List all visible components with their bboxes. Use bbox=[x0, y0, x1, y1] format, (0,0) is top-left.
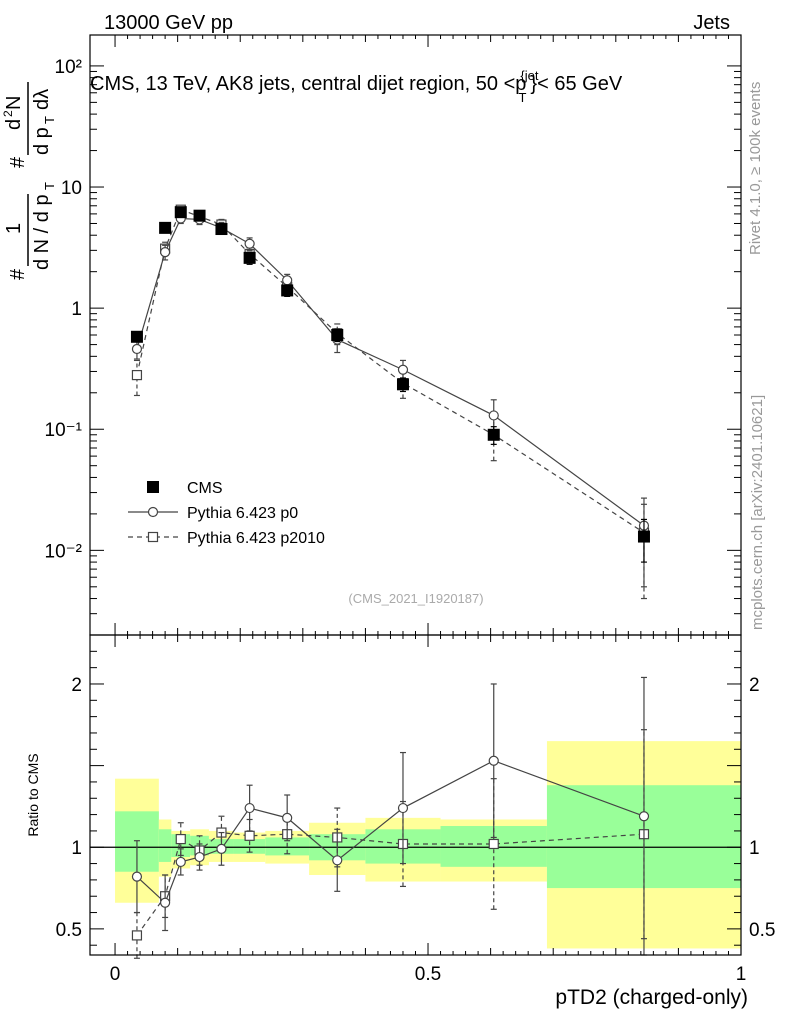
y-tick-label: 10⁻² bbox=[45, 541, 83, 562]
plot-title: CMS, 13 TeV, AK8 jets, central dijet reg… bbox=[90, 68, 623, 105]
x-tick-label: 0 bbox=[110, 964, 121, 985]
ratio-panel bbox=[131, 676, 650, 959]
ratio-y-tick-label: 2 bbox=[71, 675, 82, 696]
ratio-point-pythia-6-423-p2010 bbox=[244, 830, 255, 841]
main-point-pythia-6-423-p0 bbox=[397, 364, 409, 375]
main-point-cms bbox=[159, 221, 172, 234]
main-point-pythia-6-423-p0 bbox=[282, 275, 293, 286]
svg-text:d N / d p: d N / d p bbox=[31, 194, 53, 270]
x-tick-label: 1 bbox=[736, 964, 747, 985]
main-point-cms bbox=[130, 330, 143, 343]
ratio-line-pythia-6-423-p2010 bbox=[136, 831, 645, 936]
ratio-point-pythia-6-423-p0 bbox=[175, 856, 186, 868]
ratio-y-tick-label-right: 2 bbox=[749, 675, 760, 696]
svg-text:N: N bbox=[3, 96, 25, 110]
ratio-point-pythia-6-423-p0 bbox=[216, 843, 227, 854]
ratio-point-pythia-6-423-p2010 bbox=[131, 930, 143, 941]
ratio-y-tick-label-right: 0.5 bbox=[749, 920, 775, 941]
ratio-band-green bbox=[158, 829, 172, 862]
svg-text:dλ: dλ bbox=[31, 89, 53, 110]
ratio-point-pythia-6-423-p0 bbox=[332, 855, 343, 866]
svg-text:d p: d p bbox=[31, 127, 53, 155]
main-point-pythia-6-423-p0 bbox=[244, 238, 255, 249]
ratio-point-pythia-6-423-p0 bbox=[160, 897, 171, 908]
ratio-point-pythia-6-423-p0 bbox=[488, 755, 499, 766]
ratio-band-green bbox=[233, 839, 266, 854]
header-left: 13000 GeV pp bbox=[104, 12, 233, 34]
svg-text:2: 2 bbox=[1, 110, 15, 117]
rivet-label: Rivet 4.1.0, ≥ 100k events bbox=[747, 82, 764, 255]
ratio-y-tick-label-right: 1 bbox=[749, 838, 760, 859]
legend-marker bbox=[147, 506, 159, 518]
main-point-pythia-6-423-p0 bbox=[488, 410, 499, 421]
x-axis-label: pTD2 (charged-only) bbox=[555, 986, 748, 1009]
main-point-cms bbox=[215, 223, 228, 236]
y-tick-label: 10 bbox=[61, 178, 82, 199]
y-tick-label: 10² bbox=[55, 57, 82, 78]
main-point-cms bbox=[193, 209, 206, 222]
ratio-point-pythia-6-423-p0 bbox=[638, 811, 650, 822]
header-right: Jets bbox=[693, 12, 730, 34]
y-tick-label: 1 bbox=[71, 299, 82, 320]
legend-label: CMS bbox=[187, 480, 223, 497]
main-point-cms bbox=[396, 378, 409, 391]
main-point-cms bbox=[281, 284, 294, 297]
main-ylabel: # 1 d N / d p T # d 2 N d p T dλ bbox=[1, 82, 57, 280]
legend-label: Pythia 6.423 p0 bbox=[187, 505, 298, 522]
ratio-point-pythia-6-423-p0 bbox=[244, 802, 255, 814]
svg-text:#: # bbox=[7, 268, 29, 280]
y-tick-label: 10⁻¹ bbox=[45, 420, 83, 441]
ratio-ylabel: Ratio to CMS bbox=[25, 753, 41, 836]
mcplots-label: mcplots.cern.ch [arXiv:2401.10621] bbox=[749, 395, 766, 630]
svg-text:T: T bbox=[42, 182, 57, 190]
ratio-point-pythia-6-423-p2010 bbox=[175, 833, 186, 845]
ratio-point-pythia-6-423-p2010 bbox=[488, 838, 499, 850]
ratio-point-pythia-6-423-p0 bbox=[131, 871, 143, 882]
ratio-point-pythia-6-423-p0 bbox=[194, 851, 205, 863]
main-point-pythia-6-423-p2010 bbox=[131, 369, 143, 381]
ratio-point-pythia-6-423-p0 bbox=[397, 802, 409, 814]
svg-text:#: # bbox=[7, 156, 29, 168]
main-point-cms bbox=[243, 251, 256, 264]
ratio-uncertainty-bands bbox=[90, 741, 741, 949]
legend-marker bbox=[147, 481, 159, 493]
main-point-cms bbox=[487, 428, 500, 441]
legend-label: Pythia 6.423 p2010 bbox=[187, 530, 325, 547]
main-point-cms bbox=[174, 206, 187, 219]
axes: 0 0.5 1 10⁻² 10⁻¹ 1 10 10² 0.5 0.5 1 1 2 2 bbox=[45, 34, 775, 985]
ratio-y-tick-label: 0.5 bbox=[56, 920, 82, 941]
main-point-pythia-6-423-p0 bbox=[160, 247, 171, 258]
legend-marker bbox=[147, 531, 159, 543]
svg-text:d: d bbox=[3, 119, 25, 130]
main-panel bbox=[130, 204, 650, 600]
svg-text:1: 1 bbox=[3, 223, 25, 234]
svg-text:T: T bbox=[42, 116, 57, 124]
analysis-tag: (CMS_2021_I1920187) bbox=[348, 591, 483, 606]
legend: CMS Pythia 6.423 p0 Pythia 6.423 p2010 bbox=[128, 480, 325, 547]
main-point-cms bbox=[637, 530, 650, 543]
main-point-pythia-6-423-p0 bbox=[131, 343, 143, 355]
ratio-point-pythia-6-423-p0 bbox=[282, 812, 293, 823]
main-point-cms bbox=[331, 329, 344, 341]
x-tick-label: 0.5 bbox=[415, 964, 441, 985]
ratio-y-tick-label: 1 bbox=[71, 838, 82, 859]
